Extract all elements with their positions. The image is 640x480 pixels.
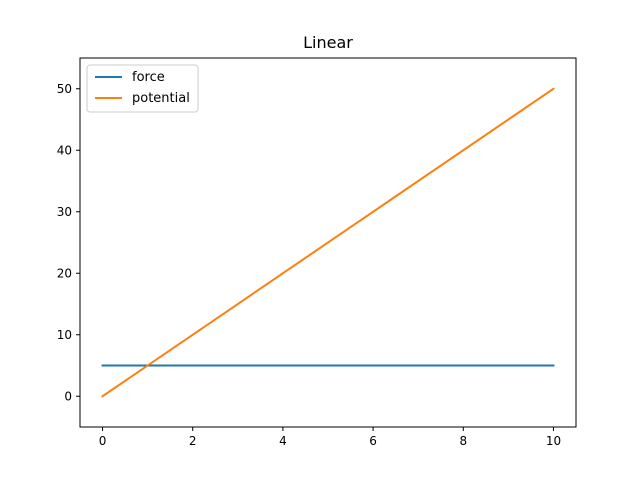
- y-tick-label: 10: [57, 328, 72, 342]
- x-tick-label: 6: [369, 434, 377, 448]
- y-tick-label: 0: [64, 389, 72, 403]
- series-layer: [101, 87, 555, 398]
- plot-frame: [79, 57, 577, 428]
- legend: force potential: [86, 64, 199, 113]
- legend-label-potential: potential: [132, 91, 190, 106]
- series-line-potential: [101, 87, 555, 398]
- y-tick-label: 50: [57, 82, 72, 96]
- x-tick-label: 0: [99, 434, 107, 448]
- legend-label-force: force: [132, 70, 165, 85]
- x-tick-label: 2: [189, 434, 197, 448]
- x-tick-label: 4: [279, 434, 287, 448]
- y-axis: 0 10 20 30 40 50: [57, 82, 80, 403]
- x-axis: 0 2 4 6 8 10: [99, 427, 561, 448]
- x-tick-label: 8: [459, 434, 467, 448]
- y-tick-label: 30: [57, 205, 72, 219]
- x-tick-label: 10: [546, 434, 561, 448]
- y-tick-label: 20: [57, 266, 72, 280]
- y-tick-label: 40: [57, 143, 72, 157]
- chart-title: Linear: [303, 33, 353, 52]
